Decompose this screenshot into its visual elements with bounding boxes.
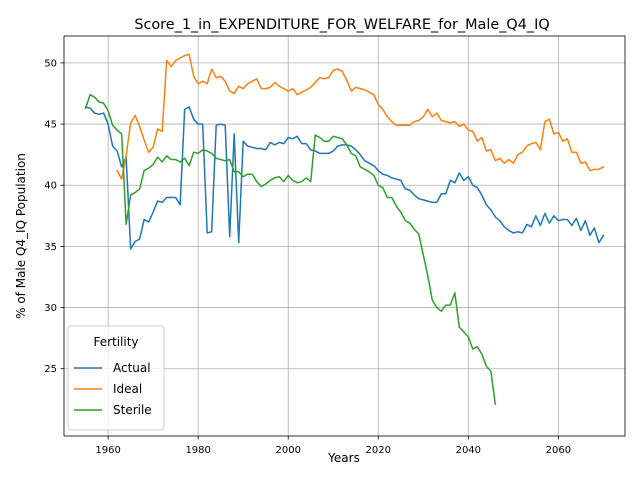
- y-axis-label: % of Male Q4_IQ Population: [14, 153, 28, 319]
- x-tick-label: 2040: [456, 445, 481, 456]
- series-line-actual: [84, 106, 605, 250]
- x-tick-label: 1960: [95, 445, 120, 456]
- x-axis-ticks: 1960 1980 2000 2020 2040 2060: [95, 436, 571, 456]
- x-tick-label: 2060: [546, 445, 571, 456]
- y-tick-label: 50: [44, 58, 57, 69]
- grid-lines: [64, 36, 625, 436]
- plot-frame: [63, 35, 626, 437]
- legend-label-ideal: Ideal: [113, 382, 142, 396]
- y-tick-label: 30: [44, 303, 57, 314]
- y-tick-label: 40: [44, 181, 57, 192]
- y-tick-label: 45: [44, 120, 57, 131]
- series-line-ideal: [116, 53, 605, 180]
- legend-label-actual: Actual: [113, 361, 151, 375]
- legend-box: [67, 325, 165, 431]
- x-tick-label: 2020: [366, 445, 391, 456]
- plot-series: [84, 53, 605, 406]
- legend: Fertility Actual Ideal Sterile: [67, 325, 165, 431]
- y-tick-label: 35: [44, 242, 57, 253]
- x-tick-label: 2000: [275, 445, 300, 456]
- x-axis-label: Years: [327, 451, 360, 465]
- legend-title: Fertility: [93, 335, 138, 349]
- x-tick-label: 1980: [185, 445, 210, 456]
- y-tick-label: 25: [44, 364, 57, 375]
- y-axis-ticks: 25 30 35 40 45 50: [44, 58, 64, 375]
- legend-label-sterile: Sterile: [113, 403, 152, 417]
- chart-title: Score_1_in_EXPENDITURE_FOR_WELFARE_for_M…: [134, 17, 549, 33]
- series-line-sterile: [84, 93, 497, 406]
